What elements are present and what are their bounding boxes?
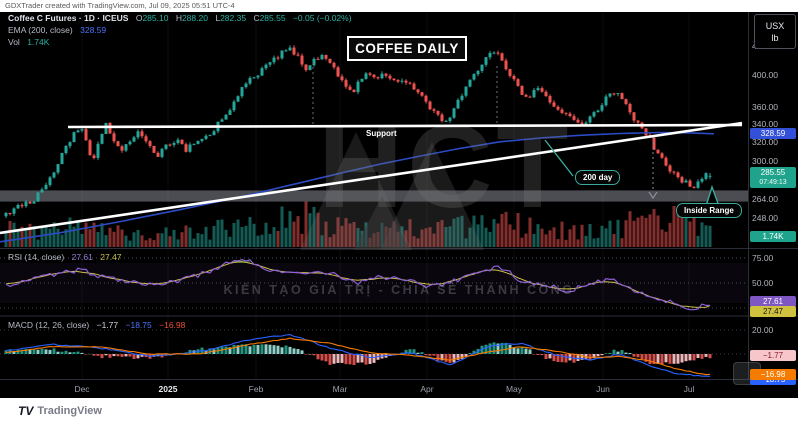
tradingview-logo-icon[interactable]: TV <box>18 403 34 418</box>
change-value: −0.05 (−0.02%) <box>292 13 352 23</box>
time-axis-label-jul[interactable]: Jul <box>683 384 695 394</box>
support-line-label[interactable]: Support <box>366 129 397 138</box>
attribution-bar: GDXTrader created with TradingView.com, … <box>0 0 798 12</box>
macd-plot <box>4 334 712 378</box>
rsi-value-badge: 27.61 <box>750 296 796 307</box>
time-axis-label-apr[interactable]: Apr <box>420 384 434 394</box>
volume-legend-row[interactable]: Vol 1.74K <box>8 37 49 47</box>
rsi-legend-row[interactable]: RSI (14, close) 27.61 27.47 <box>8 252 122 262</box>
macd-histogram-badge: −1.77 <box>750 350 796 361</box>
close-label: C <box>253 13 260 23</box>
rsi-plot <box>5 258 711 311</box>
price-axis-label: 400.00 <box>752 70 778 80</box>
last-price-badge: 285.55 07:49:13 <box>750 167 796 188</box>
macd-signal-value: −16.98 <box>159 320 186 330</box>
inside-range-callout[interactable]: Inside Range <box>676 203 742 218</box>
tradingview-brand-text[interactable]: TradingView <box>37 404 102 417</box>
ema-price-badge: 328.59 <box>750 128 796 139</box>
open-value: 285.10 <box>142 13 169 23</box>
ma200-callout[interactable]: 200 day <box>575 170 621 185</box>
close-value: 285.55 <box>259 13 286 23</box>
macd-legend-row[interactable]: MACD (12, 26, close) −1.77 −18.75 −16.98 <box>8 320 185 330</box>
rsi-axis-label: 75.00 <box>752 253 774 263</box>
volume-value: 1.74K <box>27 37 50 47</box>
rsi-value: 27.61 <box>71 252 93 262</box>
time-axis-label-mar[interactable]: Mar <box>332 384 348 394</box>
low-label: L <box>215 13 221 23</box>
volume-badge: 1.74K <box>750 231 796 242</box>
price-axis-label: 264.00 <box>752 194 778 204</box>
price-axis-label: 248.00 <box>752 213 778 223</box>
macd-axis-label: 20.00 <box>752 325 774 335</box>
unit-label: lb <box>771 32 779 43</box>
footer-bar: TV TradingView <box>0 398 798 423</box>
rsi-signal-badge: 27.47 <box>750 306 796 317</box>
rsi-signal-value: 27.47 <box>100 252 122 262</box>
currency-unit-box[interactable]: USX lb <box>754 14 796 49</box>
price-axis-label: 320.00 <box>752 137 778 147</box>
volume-label[interactable]: Vol <box>8 37 20 47</box>
price-axis-label: 360.00 <box>752 102 778 112</box>
ema-value: 328.59 <box>80 25 107 35</box>
symbol-title[interactable]: Coffee C Futures · 1D · ICEUS <box>8 13 129 23</box>
symbol-legend-row[interactable]: Coffee C Futures · 1D · ICEUS O285.10 H2… <box>8 13 352 23</box>
time-axis-label-dec[interactable]: Dec <box>74 384 90 394</box>
high-label: H <box>175 13 182 23</box>
ema-label[interactable]: EMA (200, close) <box>8 25 73 35</box>
attribution-text: GDXTrader created with TradingView.com, … <box>5 1 235 10</box>
high-value: 288.20 <box>181 13 208 23</box>
macd-label[interactable]: MACD (12, 26, close) <box>8 320 90 330</box>
time-axis-label-may[interactable]: May <box>505 384 523 394</box>
chart-title-callout[interactable]: COFFEE DAILY <box>347 36 467 61</box>
open-label: O <box>135 13 143 23</box>
rsi-axis-label: 50.00 <box>752 278 774 288</box>
last-price-value: 285.55 <box>760 168 786 177</box>
time-axis-label-jun[interactable]: Jun <box>596 384 610 394</box>
macd-hist-value: −1.77 <box>96 320 119 330</box>
macd-line-value: −18.75 <box>125 320 152 330</box>
ema-legend-row[interactable]: EMA (200, close) 328.59 <box>8 25 106 35</box>
price-axis-label: 340.00 <box>752 119 778 129</box>
currency-label: USX <box>765 20 785 31</box>
macd-signal-badge: −16.98 <box>750 369 796 380</box>
rsi-label[interactable]: RSI (14, close) <box>8 252 65 262</box>
price-axis-label: 300.00 <box>752 156 778 166</box>
time-axis-label-2025[interactable]: 2025 <box>158 384 178 394</box>
bar-countdown: 07:49:13 <box>759 178 787 186</box>
low-value: 282.35 <box>220 13 247 23</box>
time-axis-label-feb[interactable]: Feb <box>248 384 264 394</box>
